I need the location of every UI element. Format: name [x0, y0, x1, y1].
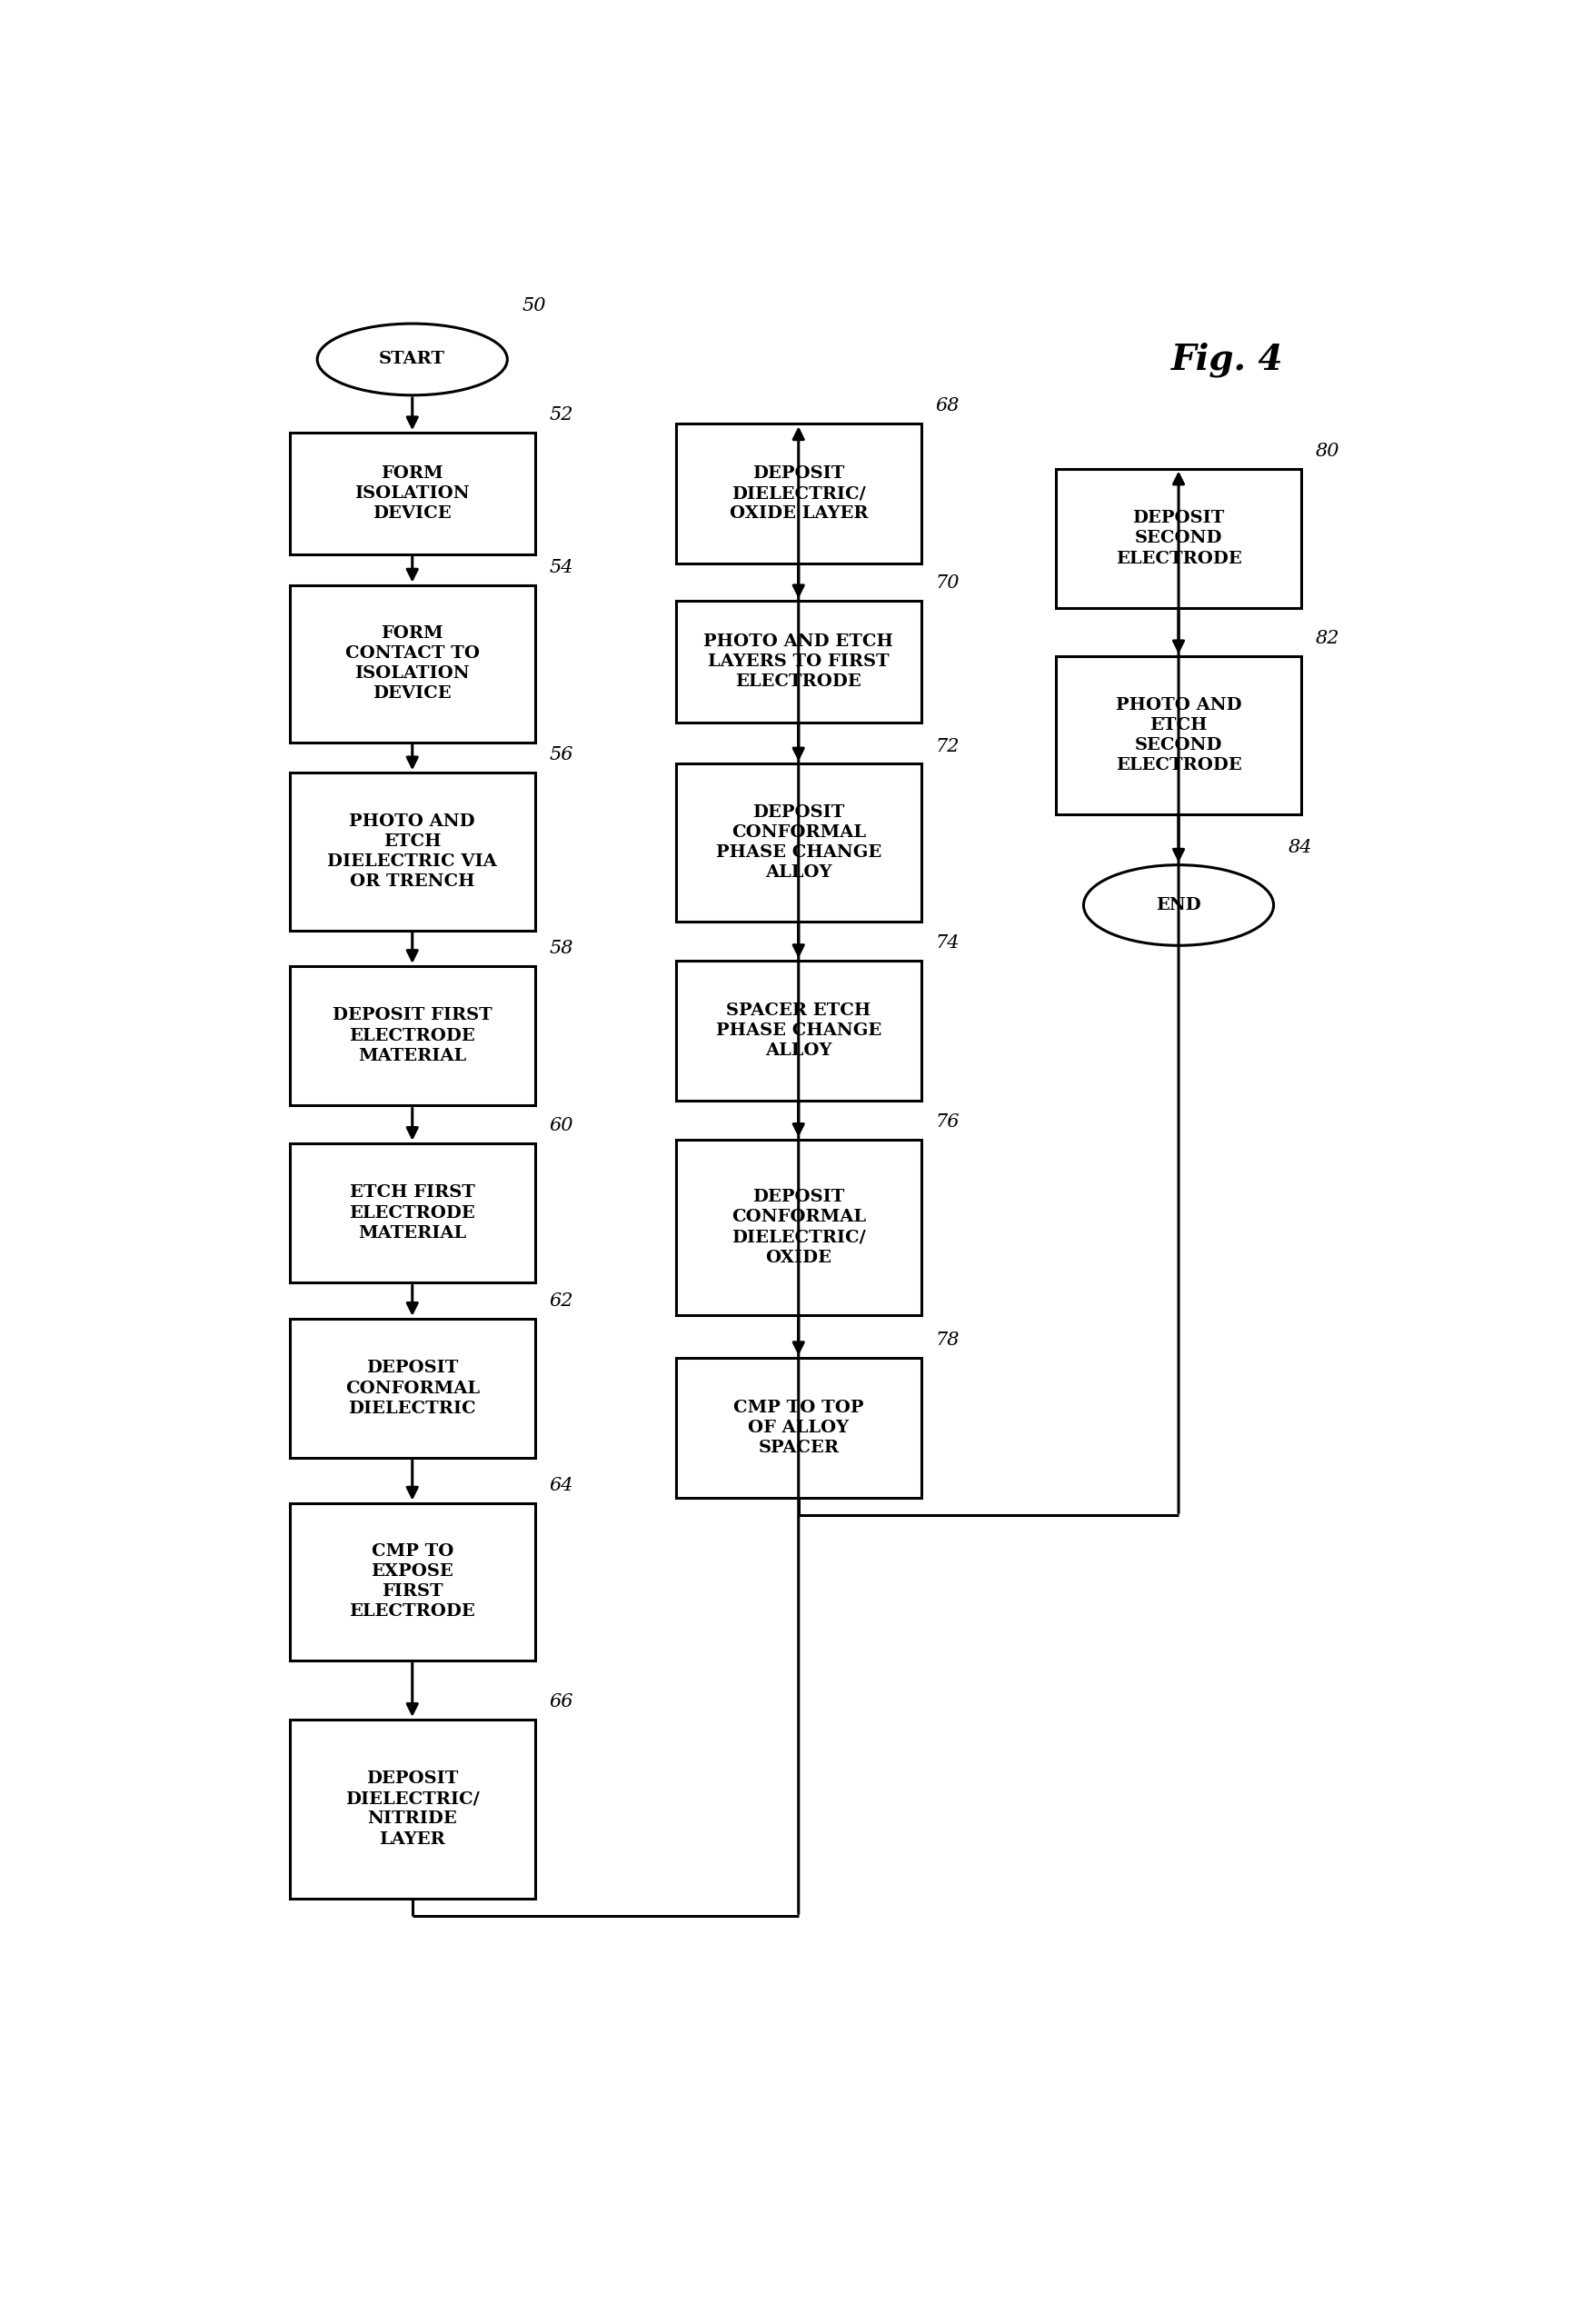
- Text: DEPOSIT
CONFORMAL
DIELECTRIC/
OXIDE: DEPOSIT CONFORMAL DIELECTRIC/ OXIDE: [731, 1190, 865, 1267]
- Text: 76: 76: [937, 1113, 960, 1132]
- Text: 70: 70: [937, 574, 960, 593]
- Text: FORM
CONTACT TO
ISOLATION
DEVICE: FORM CONTACT TO ISOLATION DEVICE: [345, 625, 479, 702]
- Text: 64: 64: [549, 1476, 574, 1494]
- Text: 54: 54: [549, 558, 574, 576]
- Text: 68: 68: [937, 397, 960, 416]
- Text: CMP TO
EXPOSE
FIRST
ELECTRODE: CMP TO EXPOSE FIRST ELECTRODE: [350, 1543, 475, 1620]
- Text: END: END: [1156, 897, 1201, 913]
- Text: 84: 84: [1288, 839, 1313, 855]
- Text: 60: 60: [549, 1118, 574, 1134]
- Text: DEPOSIT
CONFORMAL
PHASE CHANGE
ALLOY: DEPOSIT CONFORMAL PHASE CHANGE ALLOY: [715, 804, 881, 881]
- Bar: [290, 1720, 535, 1899]
- Text: 80: 80: [1316, 442, 1340, 460]
- Bar: [290, 432, 535, 555]
- Text: 50: 50: [522, 297, 546, 314]
- Bar: [290, 967, 535, 1106]
- Text: PHOTO AND
ETCH
DIELECTRIC VIA
OR TRENCH: PHOTO AND ETCH DIELECTRIC VIA OR TRENCH: [327, 813, 497, 890]
- Text: Fig. 4: Fig. 4: [1172, 342, 1283, 376]
- Text: PHOTO AND ETCH
LAYERS TO FIRST
ELECTRODE: PHOTO AND ETCH LAYERS TO FIRST ELECTRODE: [704, 634, 894, 690]
- Text: DEPOSIT
DIELECTRIC/
NITRIDE
LAYER: DEPOSIT DIELECTRIC/ NITRIDE LAYER: [345, 1771, 479, 1848]
- Bar: [290, 774, 535, 930]
- Text: PHOTO AND
ETCH
SECOND
ELECTRODE: PHOTO AND ETCH SECOND ELECTRODE: [1115, 697, 1242, 774]
- Bar: [290, 1318, 535, 1457]
- Bar: [290, 586, 535, 741]
- Bar: [1057, 655, 1302, 813]
- Text: 56: 56: [549, 746, 574, 765]
- Bar: [676, 423, 921, 562]
- Text: DEPOSIT
CONFORMAL
DIELECTRIC: DEPOSIT CONFORMAL DIELECTRIC: [345, 1360, 479, 1418]
- Text: 78: 78: [937, 1332, 960, 1348]
- Bar: [676, 1139, 921, 1315]
- Bar: [1057, 469, 1302, 609]
- Text: DEPOSIT FIRST
ELECTRODE
MATERIAL: DEPOSIT FIRST ELECTRODE MATERIAL: [332, 1009, 492, 1064]
- Bar: [290, 1143, 535, 1283]
- Bar: [676, 602, 921, 723]
- Text: SPACER ETCH
PHASE CHANGE
ALLOY: SPACER ETCH PHASE CHANGE ALLOY: [715, 1002, 881, 1060]
- Bar: [676, 765, 921, 920]
- Text: START: START: [380, 351, 446, 367]
- Text: 74: 74: [937, 934, 960, 953]
- Text: 72: 72: [937, 737, 960, 755]
- Text: 58: 58: [549, 939, 574, 957]
- Ellipse shape: [318, 323, 508, 395]
- Text: ETCH FIRST
ELECTRODE
MATERIAL: ETCH FIRST ELECTRODE MATERIAL: [350, 1185, 475, 1241]
- Text: FORM
ISOLATION
DEVICE: FORM ISOLATION DEVICE: [354, 465, 470, 523]
- Bar: [676, 1357, 921, 1497]
- Text: 82: 82: [1316, 630, 1340, 648]
- Bar: [676, 960, 921, 1099]
- Bar: [290, 1504, 535, 1659]
- Text: 62: 62: [549, 1292, 574, 1311]
- Text: DEPOSIT
SECOND
ELECTRODE: DEPOSIT SECOND ELECTRODE: [1115, 509, 1242, 567]
- Text: DEPOSIT
DIELECTRIC/
OXIDE LAYER: DEPOSIT DIELECTRIC/ OXIDE LAYER: [729, 465, 869, 523]
- Text: 66: 66: [549, 1694, 574, 1710]
- Ellipse shape: [1084, 865, 1274, 946]
- Text: 52: 52: [549, 407, 574, 423]
- Text: CMP TO TOP
OF ALLOY
SPACER: CMP TO TOP OF ALLOY SPACER: [734, 1399, 864, 1457]
